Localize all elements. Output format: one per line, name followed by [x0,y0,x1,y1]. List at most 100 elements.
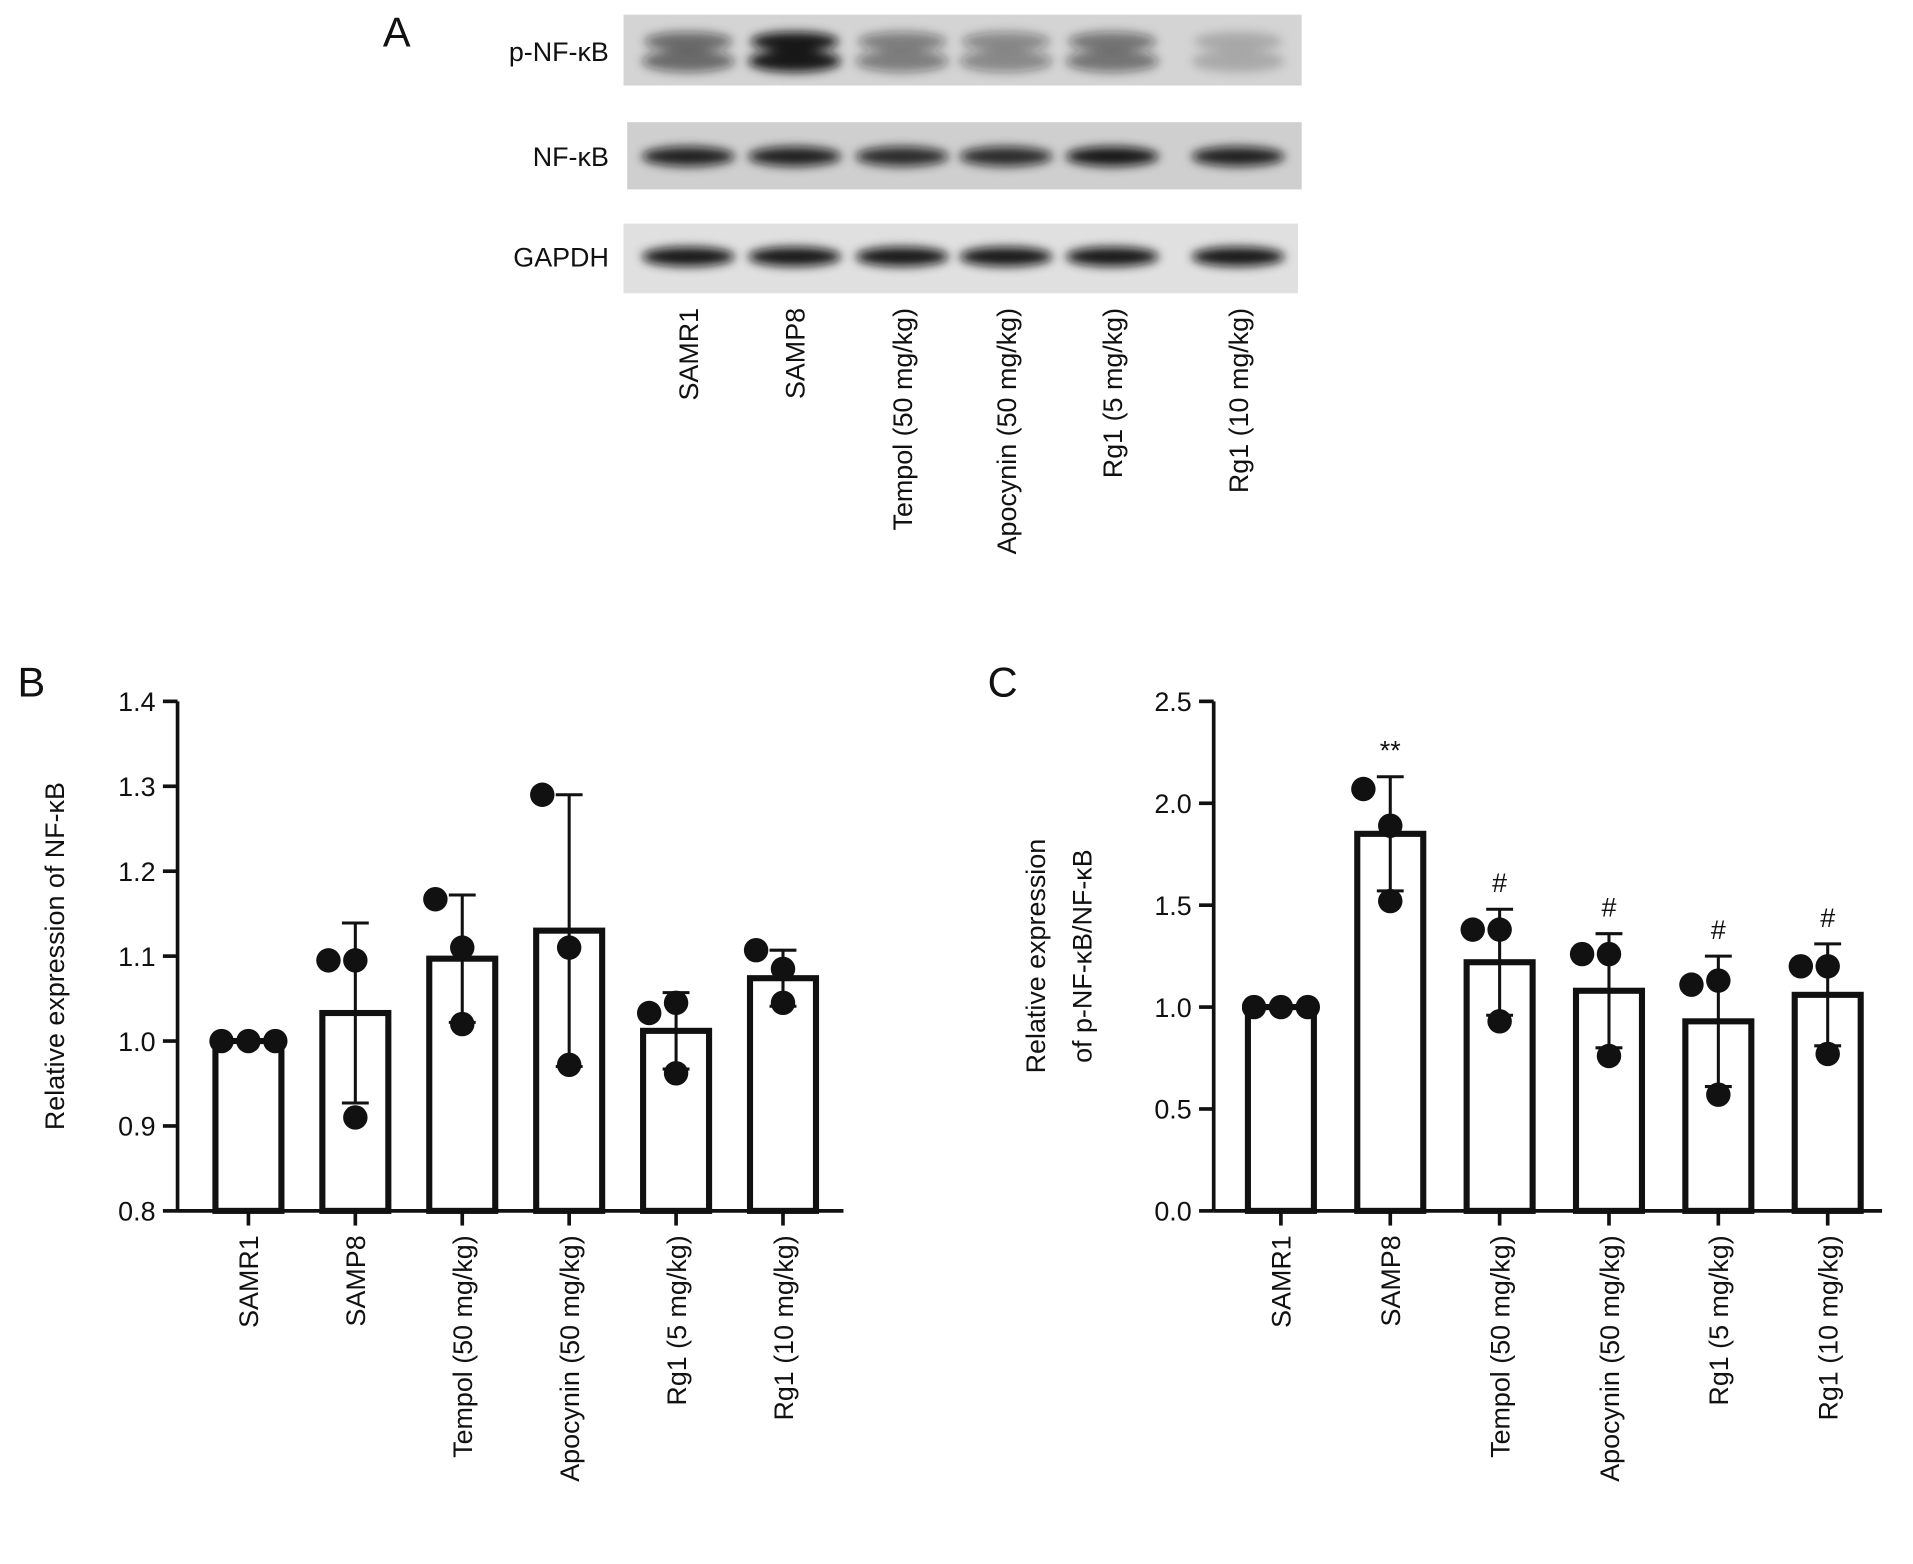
band [961,31,1050,52]
data-point [556,1052,582,1078]
band [1191,50,1285,73]
row-label: GAPDH [513,242,609,272]
y-tick-label: 0.8 [118,1197,155,1227]
bar [1244,1004,1317,1214]
data-point [343,1105,368,1130]
y-tick-label: 1.1 [118,942,155,972]
data-point [423,887,448,912]
data-point [1788,954,1814,979]
data-point [263,1028,288,1054]
y-tick-label: 0.9 [118,1112,155,1142]
x-tick-label: Rg1 (5 mg/kg) [1704,1235,1734,1405]
data-point [1378,813,1403,838]
lane-label: Apocynin (50 mg/kg) [992,308,1022,554]
panel-label: B [17,658,45,705]
y-axis-label: Relative expression of NF-κB [40,782,70,1130]
band [959,246,1053,267]
data-point [743,937,769,963]
panel-label: A [383,8,411,55]
x-tick-label: SAMR1 [1267,1235,1297,1328]
x-tick-label: SAMP8 [341,1235,371,1326]
significance: # [1602,893,1617,923]
data-point [1460,917,1485,942]
band [855,246,949,267]
data-point [1378,888,1403,914]
data-point [1569,941,1595,967]
x-tick-label: Apocynin (50 mg/kg) [555,1235,585,1481]
data-point [1351,776,1376,802]
blot-bands [641,31,1285,267]
significance: ** [1380,736,1401,766]
data-point [1268,994,1294,1020]
data-point [663,1061,689,1086]
data-point [663,990,689,1016]
y-axis-label: of p-NF-κB/NF-κB [1068,849,1098,1063]
band [855,146,949,167]
y-tick-label: 1.5 [1154,891,1191,921]
data-point [1815,954,1840,979]
data-point [770,990,796,1016]
lane-label: Tempol (50 mg/kg) [888,308,918,531]
band [855,50,949,73]
x-tick-label: Tempol (50 mg/kg) [1485,1235,1515,1458]
data-point [1596,1043,1622,1069]
bar [212,1037,285,1214]
band [1068,31,1157,52]
data-point [770,956,796,982]
y-tick-label: 1.0 [118,1027,155,1057]
lane-label: SAMP8 [780,308,810,399]
x-tick-label: Tempol (50 mg/kg) [448,1235,478,1458]
blot-strip [623,14,1302,86]
data-point [209,1028,234,1054]
band [644,31,733,52]
data-point [1241,994,1267,1020]
band [1065,146,1159,167]
x-tick-label: Rg1 (10 mg/kg) [1813,1235,1843,1420]
y-axis-label: Relative expression [1021,839,1051,1074]
y-tick-label: 0.5 [1154,1095,1191,1125]
data-point [1596,941,1622,967]
x-tick-label: SAMR1 [234,1235,264,1328]
y-tick-label: 1.2 [118,857,155,887]
significance: # [1492,868,1507,898]
lane-label: Rg1 (10 mg/kg) [1224,308,1254,493]
band [641,50,735,73]
row-label: p-NF-κB [509,37,609,67]
data-point [1706,968,1731,993]
data-point [1487,917,1512,942]
x-tick-label: Rg1 (10 mg/kg) [769,1235,799,1420]
y-tick-label: 1.3 [118,772,155,802]
data-point [1706,1082,1731,1107]
y-tick-label: 1.4 [118,687,155,717]
band [858,31,947,52]
data-point [316,948,341,973]
row-label: NF-κB [533,142,609,172]
data-point [1679,972,1704,997]
x-tick-label: Rg1 (5 mg/kg) [662,1235,692,1405]
panel-label: C [988,658,1018,705]
band [1065,246,1159,267]
data-point [1815,1041,1840,1067]
data-point [450,935,475,960]
band [750,31,839,52]
band [959,50,1053,73]
data-point [1295,994,1321,1020]
band [1194,31,1283,52]
band [1065,50,1159,73]
band [641,146,735,167]
band [959,146,1053,167]
data-point [636,1000,662,1026]
y-tick-label: 2.0 [1154,789,1191,819]
bar [640,1027,713,1214]
data-point [450,1011,475,1037]
y-tick-label: 2.5 [1154,687,1191,717]
band [748,146,842,167]
band [1191,146,1285,167]
data-point [556,935,582,960]
y-tick-label: 1.0 [1154,993,1191,1023]
band [748,246,842,267]
significance: # [1711,915,1726,945]
x-tick-label: Apocynin (50 mg/kg) [1595,1235,1625,1481]
